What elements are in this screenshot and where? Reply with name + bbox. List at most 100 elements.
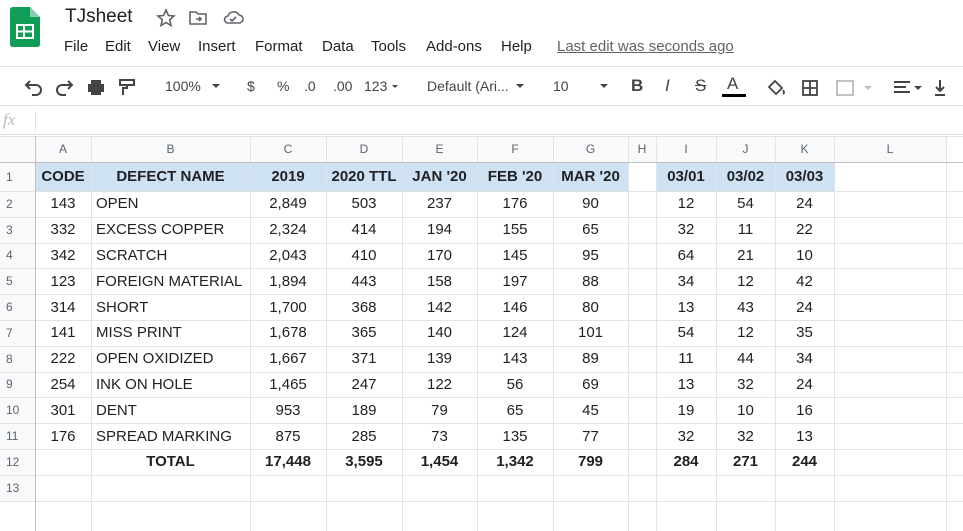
row-number[interactable]: 5 (0, 268, 35, 295)
bold-button[interactable]: B (631, 76, 644, 95)
data-cell[interactable]: 1,465 (269, 375, 307, 393)
data-cell[interactable]: 285 (351, 427, 377, 445)
header-cell[interactable]: 03/02 (716, 162, 775, 191)
zoom[interactable]: 100% (165, 78, 201, 94)
total-cell[interactable]: 284 (673, 453, 699, 471)
data-cell[interactable]: 170 (426, 246, 453, 264)
data-cell[interactable]: 12 (737, 324, 754, 342)
total-cell[interactable]: 244 (791, 453, 818, 471)
data-cell[interactable]: 1,894 (269, 272, 307, 290)
row-number[interactable]: 11 (0, 423, 35, 449)
data-cell[interactable]: 44 (737, 350, 754, 368)
data-cell[interactable]: 12 (737, 272, 754, 290)
column-header[interactable]: C (250, 136, 326, 162)
data-cell[interactable]: SCRATCH (96, 246, 168, 264)
column-header[interactable]: K (775, 136, 834, 162)
data-cell[interactable]: 194 (426, 221, 453, 239)
data-cell[interactable]: 953 (275, 401, 301, 419)
data-cell[interactable]: 73 (431, 427, 448, 445)
data-cell[interactable]: 140 (426, 324, 453, 342)
data-cell[interactable]: 22 (796, 221, 813, 239)
data-cell[interactable]: 65 (582, 221, 599, 239)
header-cell[interactable]: 2020 TTL (326, 162, 402, 191)
data-cell[interactable]: 371 (351, 350, 377, 368)
header-cell[interactable]: JAN '20 (402, 162, 477, 191)
data-cell[interactable]: 16 (796, 401, 813, 419)
data-cell[interactable]: 88 (582, 272, 599, 290)
data-cell[interactable]: 146 (502, 298, 528, 316)
column-header[interactable]: H (628, 136, 656, 162)
text-color-button[interactable]: A (727, 74, 739, 93)
column-header[interactable]: F (477, 136, 553, 162)
data-cell[interactable]: 21 (737, 246, 754, 264)
data-cell[interactable]: 24 (796, 195, 813, 213)
column-header[interactable]: G (553, 136, 628, 162)
data-cell[interactable]: DENT (96, 401, 137, 419)
data-cell[interactable]: 122 (426, 375, 453, 393)
strikethrough-button[interactable]: S (695, 76, 707, 95)
doc-title[interactable]: TJsheet (65, 6, 133, 27)
row-number[interactable]: 13 (0, 474, 35, 501)
data-cell[interactable]: 143 (50, 195, 76, 213)
italic-button[interactable]: I (665, 76, 670, 95)
menu-item[interactable]: Data (322, 38, 354, 55)
total-cell[interactable]: 799 (577, 453, 604, 471)
total-cell[interactable]: 271 (732, 453, 759, 471)
data-cell[interactable]: 142 (426, 298, 453, 316)
data-cell[interactable]: 143 (502, 350, 528, 368)
data-cell[interactable]: 222 (50, 350, 76, 368)
data-cell[interactable]: 24 (796, 298, 813, 316)
total-cell[interactable]: 1,342 (496, 453, 534, 471)
data-cell[interactable]: 32 (677, 427, 695, 445)
data-cell[interactable]: 65 (506, 401, 524, 419)
corner[interactable] (0, 136, 35, 162)
row-number[interactable]: 4 (0, 242, 35, 269)
data-cell[interactable]: 69 (582, 375, 599, 393)
row-number[interactable]: 2 (0, 191, 35, 217)
data-cell[interactable]: 176 (50, 427, 76, 445)
data-cell[interactable]: 89 (582, 350, 599, 368)
menu-item[interactable]: Help (501, 38, 532, 55)
menu-item[interactable]: Format (255, 38, 303, 55)
data-cell[interactable]: 24 (796, 375, 813, 393)
header-cell[interactable]: MAR '20 (553, 162, 628, 191)
data-cell[interactable]: 45 (582, 401, 599, 419)
data-cell[interactable]: 145 (502, 246, 528, 264)
data-cell[interactable]: 10 (796, 246, 813, 264)
data-cell[interactable]: 141 (50, 324, 76, 342)
data-cell[interactable]: 2,043 (269, 246, 307, 264)
column-header[interactable]: L (834, 136, 946, 162)
column-header[interactable]: E (402, 136, 477, 162)
data-cell[interactable]: OPEN (96, 195, 139, 213)
menu-item[interactable]: View (148, 38, 181, 55)
data-cell[interactable]: 237 (426, 195, 453, 213)
data-cell[interactable]: 32 (737, 427, 754, 445)
data-cell[interactable]: 2,324 (269, 221, 307, 239)
formula-bar[interactable] (0, 108, 963, 135)
percent-format[interactable]: % (277, 78, 290, 94)
data-cell[interactable]: 32 (737, 375, 754, 393)
total-cell[interactable]: 1,454 (420, 453, 459, 471)
data-cell[interactable]: 365 (351, 324, 377, 342)
data-cell[interactable]: 124 (502, 324, 528, 342)
data-cell[interactable]: MISS PRINT (96, 324, 182, 342)
data-cell[interactable]: 79 (431, 401, 448, 419)
data-cell[interactable]: SHORT (96, 298, 149, 316)
header-cell[interactable]: CODE (35, 162, 91, 191)
column-header[interactable]: I (656, 136, 716, 162)
data-cell[interactable]: 90 (582, 195, 599, 213)
column-header[interactable]: J (716, 136, 775, 162)
column-header[interactable]: B (91, 136, 250, 162)
data-cell[interactable]: 13 (677, 375, 695, 393)
data-cell[interactable]: 13 (796, 427, 813, 445)
font-size[interactable]: 10 (553, 78, 569, 94)
data-cell[interactable]: 2,849 (269, 195, 307, 213)
data-cell[interactable]: 77 (582, 427, 599, 445)
data-cell[interactable]: 11 (737, 221, 754, 239)
row-number[interactable]: 9 (0, 371, 35, 398)
data-cell[interactable]: 139 (426, 350, 453, 368)
header-cell[interactable]: 03/03 (775, 162, 834, 191)
toolbar-icons-left[interactable] (22, 76, 142, 98)
data-cell[interactable]: 54 (677, 324, 695, 342)
data-cell[interactable]: 1,700 (269, 298, 307, 316)
